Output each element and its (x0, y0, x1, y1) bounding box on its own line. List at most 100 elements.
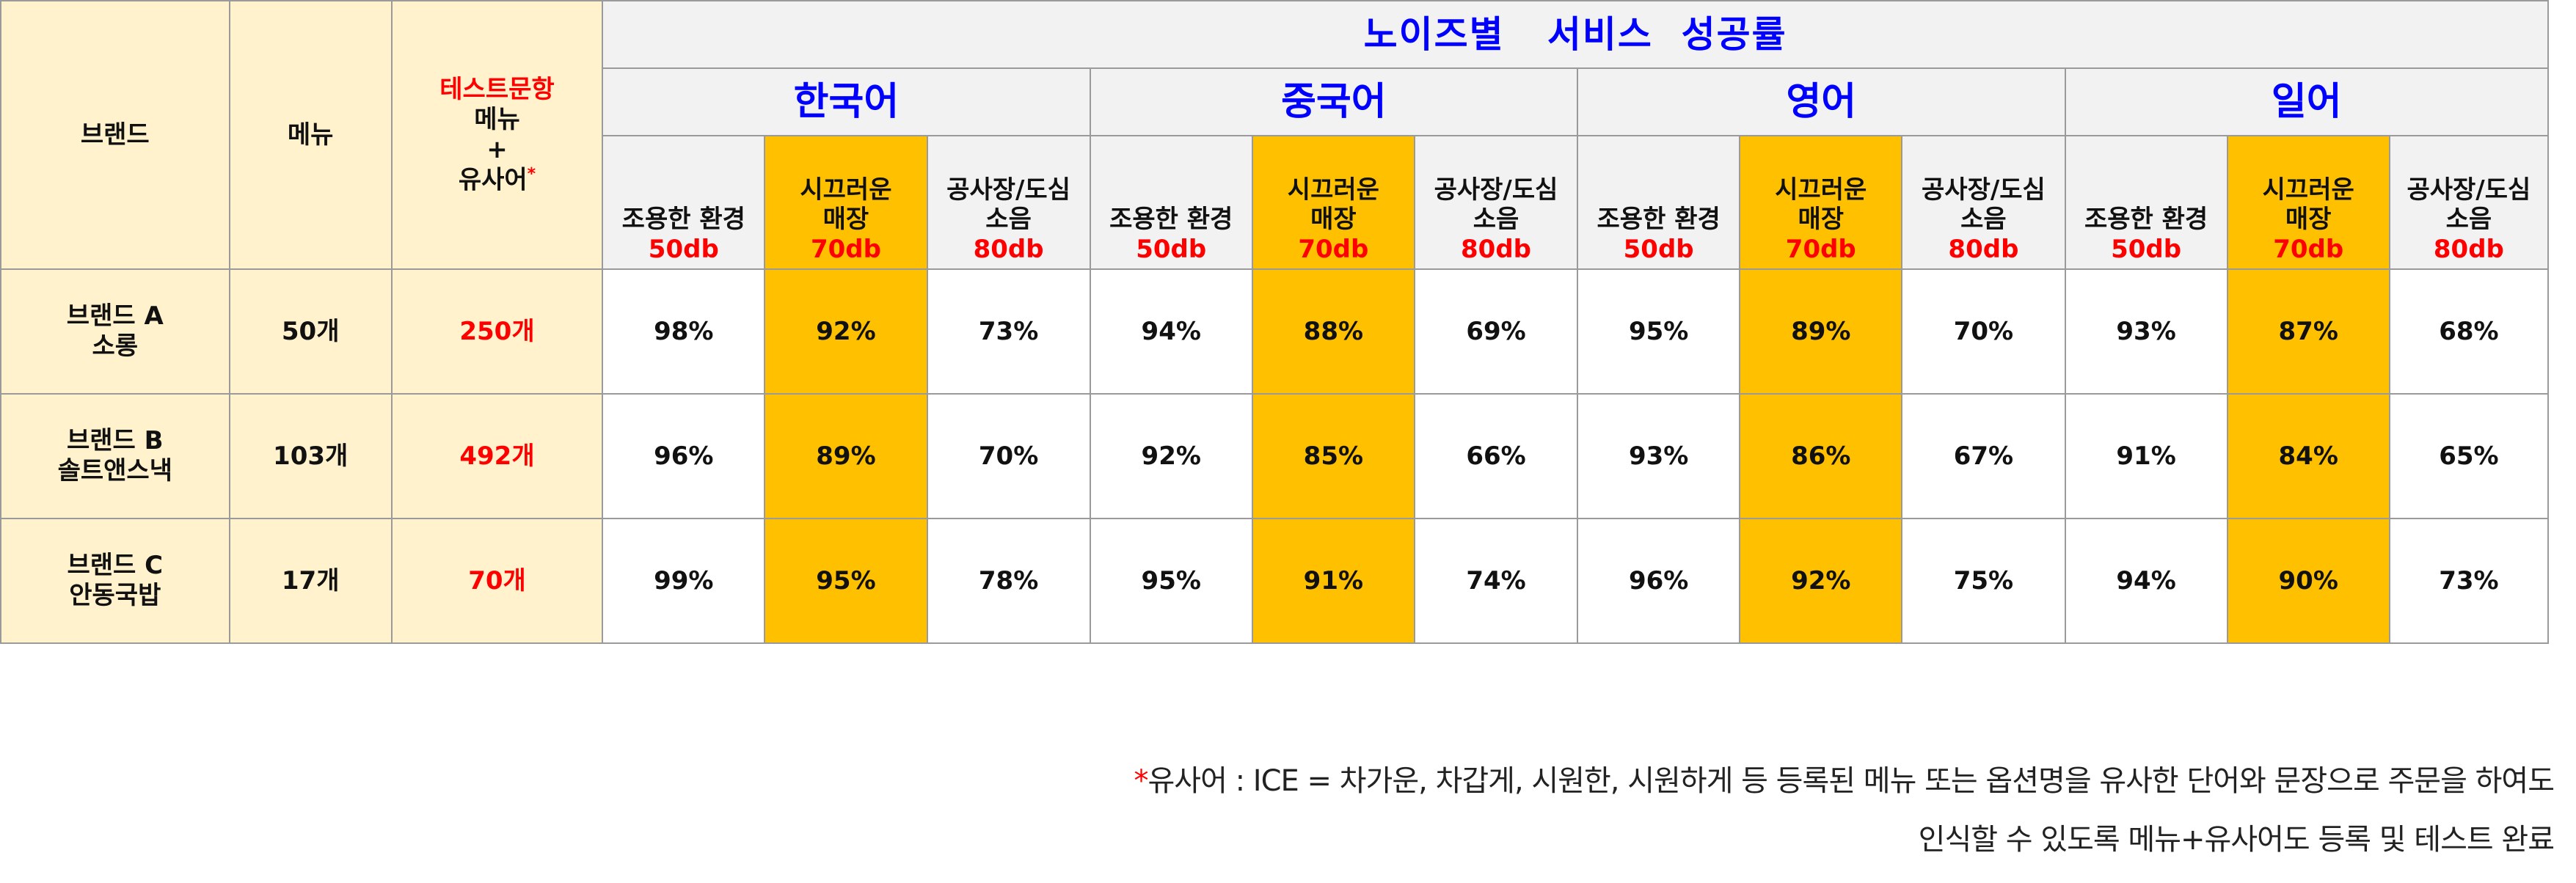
success-rate-cell: 84% (2226, 393, 2390, 519)
env-db: 50db (648, 235, 719, 265)
success-rate-cell: 95% (1577, 268, 1741, 395)
brand-store: 소롱 (92, 331, 139, 361)
env-header-quiet: 조용한 환경 50db (1577, 135, 1741, 270)
env-label: 공사장/도심 (1922, 175, 2046, 205)
header-menu: 메뉴 (228, 0, 393, 270)
success-rate-cell: 70% (1901, 268, 2066, 395)
env-label-2: 소음 (2445, 205, 2492, 235)
table-row: 브랜드 A 소롱 50개 250개 98% 92% 73% 94% 88% 69% 95% 89% 70… (0, 268, 2550, 395)
success-rate-cell: 86% (1739, 393, 1903, 519)
success-rate-cell: 99% (602, 518, 766, 644)
env-db: 70db (1785, 235, 1856, 265)
success-rate-cell: 89% (764, 393, 928, 519)
env-header-construction: 공사장/도심 소음 80db (926, 135, 1091, 270)
brand-cell: 브랜드 C 안동국밥 (0, 518, 230, 644)
lang-english: 영어 (1577, 67, 2066, 136)
success-rate-cell: 95% (1089, 518, 1253, 644)
lang-japanese-label: 일어 (2271, 79, 2342, 124)
menu-count-cell: 17개 (228, 518, 393, 644)
lang-chinese-label: 중국어 (1281, 79, 1387, 124)
success-rate-cell: 93% (2064, 268, 2228, 395)
test-items-cell: 492개 (390, 393, 604, 519)
lang-english-label: 영어 (1786, 79, 1857, 124)
env-label: 조용한 환경 (621, 205, 745, 235)
success-rate-cell: 94% (2064, 518, 2228, 644)
brand-store: 솔트앤스낵 (57, 456, 172, 486)
env-db: 70db (2273, 235, 2344, 265)
env-label: 공사장/도심 (946, 175, 1070, 205)
success-rate-cell: 70% (926, 393, 1091, 519)
env-header-noisy-store: 시끄러운 매장 70db (1251, 135, 1415, 270)
header-test-items-synonym: 유사어 (458, 164, 528, 194)
success-rate-cell: 92% (1089, 393, 1253, 519)
brand-name: 브랜드 B (67, 426, 164, 456)
header-brand: 브랜드 (0, 0, 230, 270)
success-rate-cell: 90% (2226, 518, 2390, 644)
env-db: 80db (1948, 235, 2019, 265)
env-label-2: 소음 (985, 205, 1032, 235)
success-rate-cell: 91% (2064, 393, 2228, 519)
success-rate-cell: 69% (1413, 268, 1579, 395)
header-test-items-menu: 메뉴 (474, 105, 520, 135)
menu-count-cell: 103개 (228, 393, 393, 519)
env-db: 50db (2111, 235, 2182, 265)
env-label: 조용한 환경 (2084, 205, 2208, 235)
env-db: 80db (2433, 235, 2504, 265)
success-rate-cell: 87% (2226, 268, 2390, 395)
success-rate-cell: 89% (1739, 268, 1903, 395)
success-rate-cell: 96% (1577, 518, 1741, 644)
env-header-quiet: 조용한 환경 50db (1089, 135, 1253, 270)
lang-korean: 한국어 (602, 67, 1091, 136)
footnote-line-2: 인식할 수 있도록 메뉴+유사어도 등록 및 테스트 완료 (1918, 816, 2555, 858)
success-rate-cell: 93% (1577, 393, 1741, 519)
success-rate-cell: 88% (1251, 268, 1415, 395)
header-test-items-plus: + (486, 134, 508, 164)
success-rate-cell: 78% (926, 518, 1091, 644)
test-items-cell: 250개 (390, 268, 604, 395)
brand-store: 안동국밥 (69, 581, 161, 610)
env-header-construction: 공사장/도심 소음 80db (1901, 135, 2066, 270)
success-rate-cell: 91% (1251, 518, 1415, 644)
lang-japanese: 일어 (2064, 67, 2549, 136)
env-header-noisy-store: 시끄러운 매장 70db (764, 135, 928, 270)
success-rate-cell: 98% (602, 268, 766, 395)
brand-cell: 브랜드 A 소롱 (0, 268, 230, 395)
env-header-quiet: 조용한 환경 50db (602, 135, 766, 270)
success-rate-cell: 85% (1251, 393, 1415, 519)
success-rate-cell: 75% (1901, 518, 2066, 644)
menu-count-cell: 50개 (228, 268, 393, 395)
footnote-text-2: 인식할 수 있도록 메뉴+유사어도 등록 및 테스트 완료 (1918, 823, 2555, 857)
brand-name: 브랜드 A (66, 301, 164, 331)
env-db: 70db (810, 235, 881, 265)
success-rate-cell: 96% (602, 393, 766, 519)
env-label: 공사장/도심 (1434, 175, 1558, 205)
env-db: 50db (1623, 235, 1694, 265)
env-label-2: 매장 (2285, 205, 2332, 235)
success-rate-cell: 68% (2388, 268, 2550, 395)
lang-chinese: 중국어 (1089, 67, 1579, 136)
footnote-text-1: 유사어 : ICE = 차가운, 차갑게, 시원한, 시원하게 등 등록된 메뉴… (1147, 764, 2555, 798)
env-label: 시끄러운 (1775, 175, 1867, 205)
env-db: 50db (1136, 235, 1207, 265)
header-test-items-title: 테스트문항 (439, 75, 555, 105)
env-header-quiet: 조용한 환경 50db (2064, 135, 2228, 270)
table-row: 브랜드 C 안동국밥 17개 70개 99% 95% 78% 95% 91% 74% 96% 92% 7… (0, 518, 2550, 644)
env-db: 80db (1461, 235, 1531, 265)
env-label-2: 매장 (822, 205, 869, 235)
env-label-2: 소음 (1473, 205, 1519, 235)
env-label: 조용한 환경 (1109, 205, 1233, 235)
env-label: 시끄러운 (2262, 175, 2354, 205)
success-rate-cell: 74% (1413, 518, 1579, 644)
env-label: 조용한 환경 (1597, 205, 1721, 235)
noise-title: 노이즈별 서비스 성공률 (602, 0, 2549, 69)
success-rate-cell: 94% (1089, 268, 1253, 395)
success-rate-cell: 73% (926, 268, 1091, 395)
env-header-noisy-store: 시끄러운 매장 70db (2226, 135, 2390, 270)
noise-title-text: 노이즈별 서비스 성공률 (1363, 13, 1787, 56)
brand-cell: 브랜드 B 솔트앤스낵 (0, 393, 230, 519)
asterisk-mark: * (527, 164, 536, 183)
lang-korean-label: 한국어 (793, 79, 900, 124)
env-label-2: 소음 (1960, 205, 2007, 235)
success-rate-cell: 73% (2388, 518, 2550, 644)
env-label: 시끄러운 (1287, 175, 1379, 205)
